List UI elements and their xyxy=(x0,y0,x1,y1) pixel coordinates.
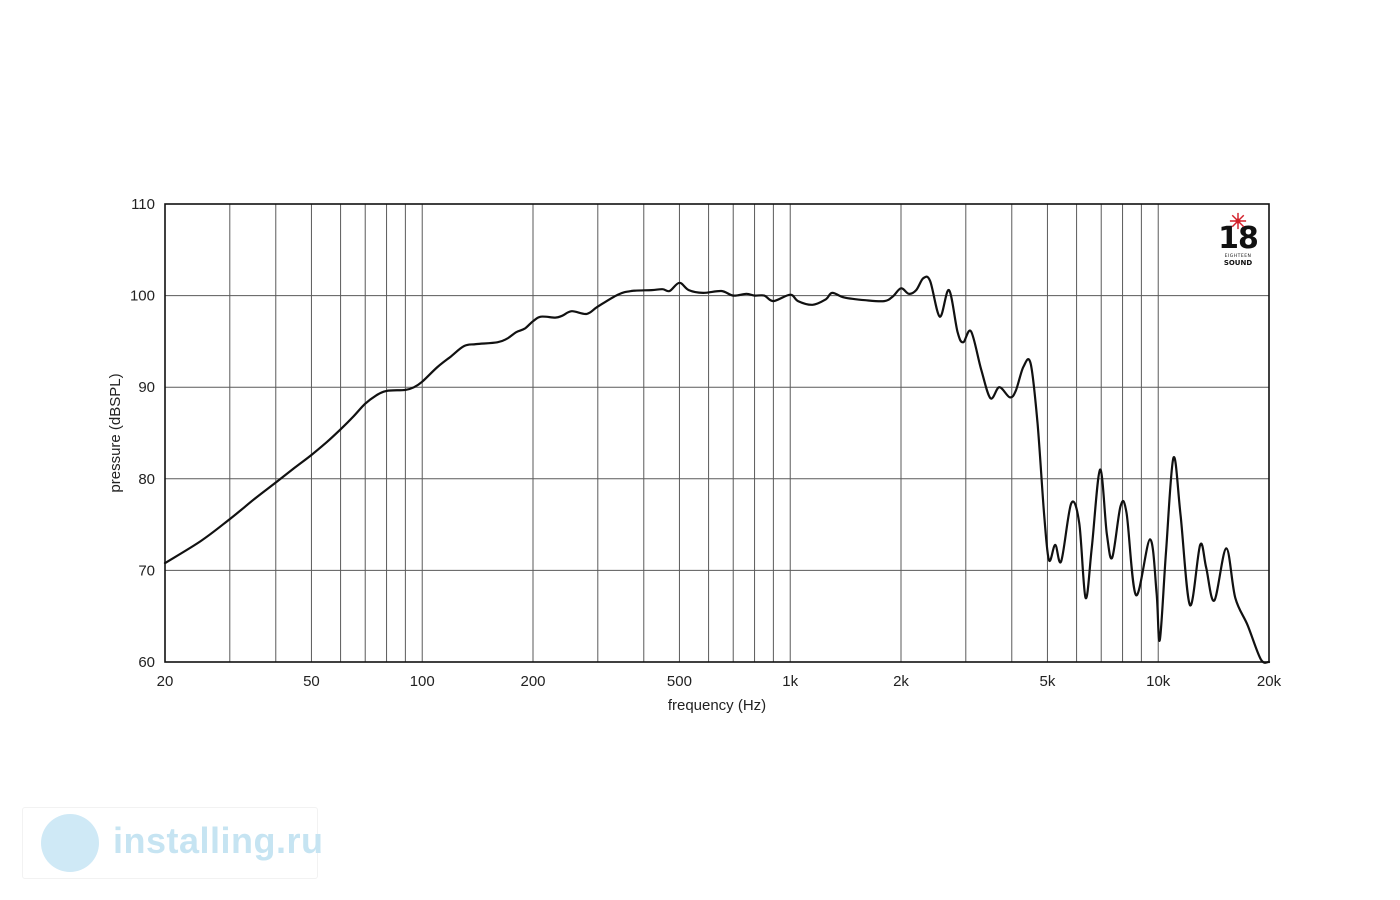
grid-lines xyxy=(165,204,1269,662)
y-tick-label: 60 xyxy=(138,654,155,671)
x-tick-label: 20 xyxy=(157,673,174,690)
y-tick-label: 70 xyxy=(138,562,155,579)
y-tick-label: 90 xyxy=(138,379,155,396)
x-tick-label: 20k xyxy=(1257,673,1282,690)
watermark-text: installing.ru xyxy=(113,820,324,861)
x-tick-labels: 20 50 100 200 500 1k 2k 5k 10k 20k xyxy=(157,673,1282,690)
x-tick-label: 10k xyxy=(1146,673,1171,690)
y-tick-labels: 60 70 80 90 100 110 xyxy=(130,196,155,671)
logo-line1: EIGHTEEN xyxy=(1224,254,1252,259)
x-tick-label: 2k xyxy=(893,673,909,690)
watermark: installing.ru xyxy=(22,807,323,879)
x-tick-label: 5k xyxy=(1040,673,1056,690)
star-icon xyxy=(1229,212,1247,230)
eighteen-sound-logo: 18 EIGHTEEN SOUND xyxy=(1218,212,1259,267)
watermark-globe-icon xyxy=(41,814,99,872)
x-tick-label: 1k xyxy=(782,673,798,690)
y-tick-label: 110 xyxy=(131,196,155,213)
x-tick-label: 500 xyxy=(667,673,692,690)
plot-frame xyxy=(164,203,1270,663)
logo-line2: SOUND xyxy=(1223,259,1253,267)
y-axis-label: pressure (dBSPL) xyxy=(107,373,124,492)
y-tick-label: 80 xyxy=(138,471,155,488)
x-axis-label: frequency (Hz) xyxy=(668,697,766,714)
x-tick-label: 50 xyxy=(303,673,320,690)
y-tick-label: 100 xyxy=(130,288,155,305)
x-tick-label: 100 xyxy=(410,673,435,690)
x-tick-label: 200 xyxy=(520,673,545,690)
response-curve xyxy=(163,275,1271,664)
